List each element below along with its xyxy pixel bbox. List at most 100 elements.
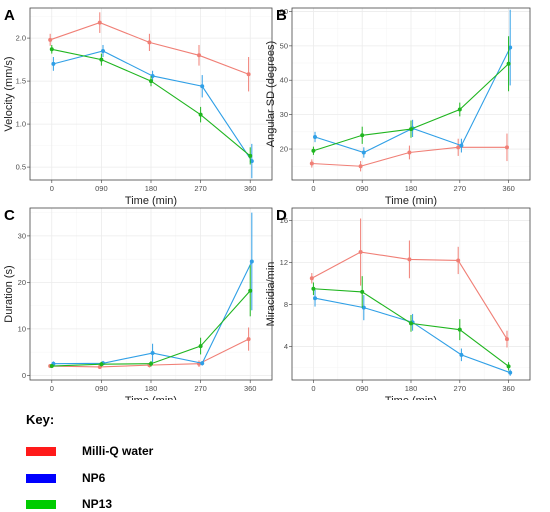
data-point-np13 bbox=[311, 286, 316, 291]
x-tick-label: 180 bbox=[405, 384, 418, 393]
panel-label: C bbox=[4, 207, 15, 224]
x-tick-label: 0 bbox=[311, 184, 315, 193]
x-tick-label: 090 bbox=[95, 184, 108, 193]
y-tick-label: 30 bbox=[18, 231, 26, 240]
y-tick-label: 60 bbox=[280, 7, 288, 16]
data-point-np13 bbox=[248, 288, 253, 293]
data-point-milli-q-water bbox=[504, 145, 509, 150]
x-axis-title: Time (min) bbox=[385, 395, 437, 400]
panel-d: 0 090 180 270 360 4 8 12 16 Time (min) Miracidia/m… bbox=[265, 207, 531, 400]
data-point-np13 bbox=[457, 327, 462, 332]
data-point-milli-q-water bbox=[97, 20, 102, 25]
x-tick-label: 360 bbox=[502, 184, 515, 193]
data-point-np6 bbox=[361, 305, 366, 310]
data-point-milli-q-water bbox=[407, 150, 412, 155]
series-np6 bbox=[51, 212, 254, 367]
data-point-np13 bbox=[457, 107, 462, 112]
y-axis-title: Velocity (mm/s) bbox=[3, 56, 15, 131]
data-point-milli-q-water bbox=[309, 276, 314, 281]
data-point-np6 bbox=[249, 259, 254, 264]
y-axis-title: Angular SD (degrees) bbox=[265, 41, 277, 147]
data-point-np6 bbox=[361, 150, 366, 155]
data-point-milli-q-water bbox=[48, 37, 53, 42]
x-tick-label: 270 bbox=[194, 184, 207, 193]
legend-key: Key: Milli-Q water NP6 NP13 bbox=[0, 408, 550, 512]
x-tick-label: 090 bbox=[356, 384, 369, 393]
panel-border bbox=[29, 7, 273, 181]
x-tick-label: 360 bbox=[502, 384, 515, 393]
y-axis-title: Duration (s) bbox=[3, 265, 15, 322]
panel-a: 0 090 180 270 360 0.5 1.0 1.5 2.0 Time (min) Veloc… bbox=[3, 7, 273, 207]
data-point-milli-q-water bbox=[456, 145, 461, 150]
data-point-np6 bbox=[459, 352, 464, 357]
x-axis-title: Time (min) bbox=[385, 195, 437, 207]
series-np13 bbox=[49, 265, 253, 369]
data-point-np6 bbox=[51, 61, 56, 66]
data-point-np13 bbox=[49, 47, 54, 52]
y-tick-label: 50 bbox=[280, 41, 288, 50]
y-tick-label: 2.0 bbox=[16, 34, 26, 43]
data-point-np6 bbox=[150, 351, 155, 356]
panel-border bbox=[291, 7, 531, 181]
x-tick-label: 090 bbox=[95, 384, 108, 393]
x-axis-title: Time (min) bbox=[125, 195, 177, 207]
y-tick-label: 0.5 bbox=[16, 163, 26, 172]
panel-border bbox=[291, 207, 531, 381]
data-point-np13 bbox=[198, 112, 203, 117]
data-point-np6 bbox=[459, 143, 464, 148]
data-point-milli-q-water bbox=[147, 40, 152, 45]
panel-label: A bbox=[4, 7, 15, 24]
y-axis-title: Miracidia/min bbox=[265, 262, 277, 327]
data-point-np6 bbox=[150, 73, 155, 78]
data-point-np6 bbox=[313, 296, 318, 301]
panel-b: 0 090 180 270 360 20 30 40 50 60 Time (min) Angular… bbox=[265, 7, 531, 207]
y-tick-label: 16 bbox=[280, 216, 288, 225]
key-label-np13: NP13 bbox=[82, 497, 113, 511]
data-point-np13 bbox=[360, 133, 365, 138]
data-point-np6 bbox=[508, 370, 513, 375]
series-np6 bbox=[313, 289, 513, 376]
data-point-milli-q-water bbox=[309, 161, 314, 166]
data-point-np6 bbox=[200, 84, 205, 89]
series-milli-q-water bbox=[309, 218, 509, 348]
x-tick-label: 090 bbox=[356, 184, 369, 193]
key-item-np13: NP13 bbox=[26, 496, 112, 512]
panel-label: D bbox=[276, 207, 287, 224]
x-tick-label: 360 bbox=[244, 184, 257, 193]
key-swatch-np6 bbox=[26, 473, 56, 483]
series-np13 bbox=[311, 36, 511, 155]
data-point-np13 bbox=[409, 321, 413, 326]
y-tick-label: 8 bbox=[284, 300, 288, 309]
series-np13 bbox=[49, 44, 253, 165]
y-tick-label: 20 bbox=[18, 278, 26, 287]
series-np6 bbox=[313, 9, 513, 158]
data-point-np6 bbox=[200, 361, 205, 366]
x-tick-label: 180 bbox=[405, 184, 418, 193]
y-tick-label: 10 bbox=[18, 324, 26, 333]
key-item-milli-q-water: Milli-Q water bbox=[26, 443, 153, 459]
key-label-milli-q-water: Milli-Q water bbox=[82, 444, 154, 458]
data-point-np6 bbox=[313, 135, 318, 139]
x-axis-title: Time (min) bbox=[125, 395, 177, 400]
x-tick-label: 0 bbox=[50, 384, 54, 393]
x-tick-label: 270 bbox=[454, 384, 467, 393]
panel-label: B bbox=[276, 7, 287, 24]
data-point-np13 bbox=[99, 57, 104, 62]
data-point-np13 bbox=[311, 148, 316, 153]
y-tick-label: 12 bbox=[280, 258, 288, 267]
y-tick-label: 30 bbox=[280, 110, 288, 119]
series-line-np6 bbox=[314, 297, 511, 374]
data-point-milli-q-water bbox=[456, 258, 461, 263]
data-point-milli-q-water bbox=[197, 53, 202, 58]
data-point-np6 bbox=[100, 49, 105, 53]
series-milli-q-water bbox=[309, 133, 509, 172]
data-point-np13 bbox=[149, 79, 153, 84]
figure-panels: 0 090 180 270 360 0.5 1.0 1.5 2.0 Time (min) Veloc… bbox=[3, 7, 531, 400]
data-point-np6 bbox=[508, 45, 513, 50]
key-title: Key: bbox=[26, 412, 55, 427]
series-np6 bbox=[51, 44, 254, 179]
x-tick-label: 180 bbox=[145, 184, 158, 193]
x-tick-label: 270 bbox=[194, 384, 207, 393]
data-point-milli-q-water bbox=[246, 337, 251, 342]
y-tick-label: 40 bbox=[280, 76, 288, 85]
